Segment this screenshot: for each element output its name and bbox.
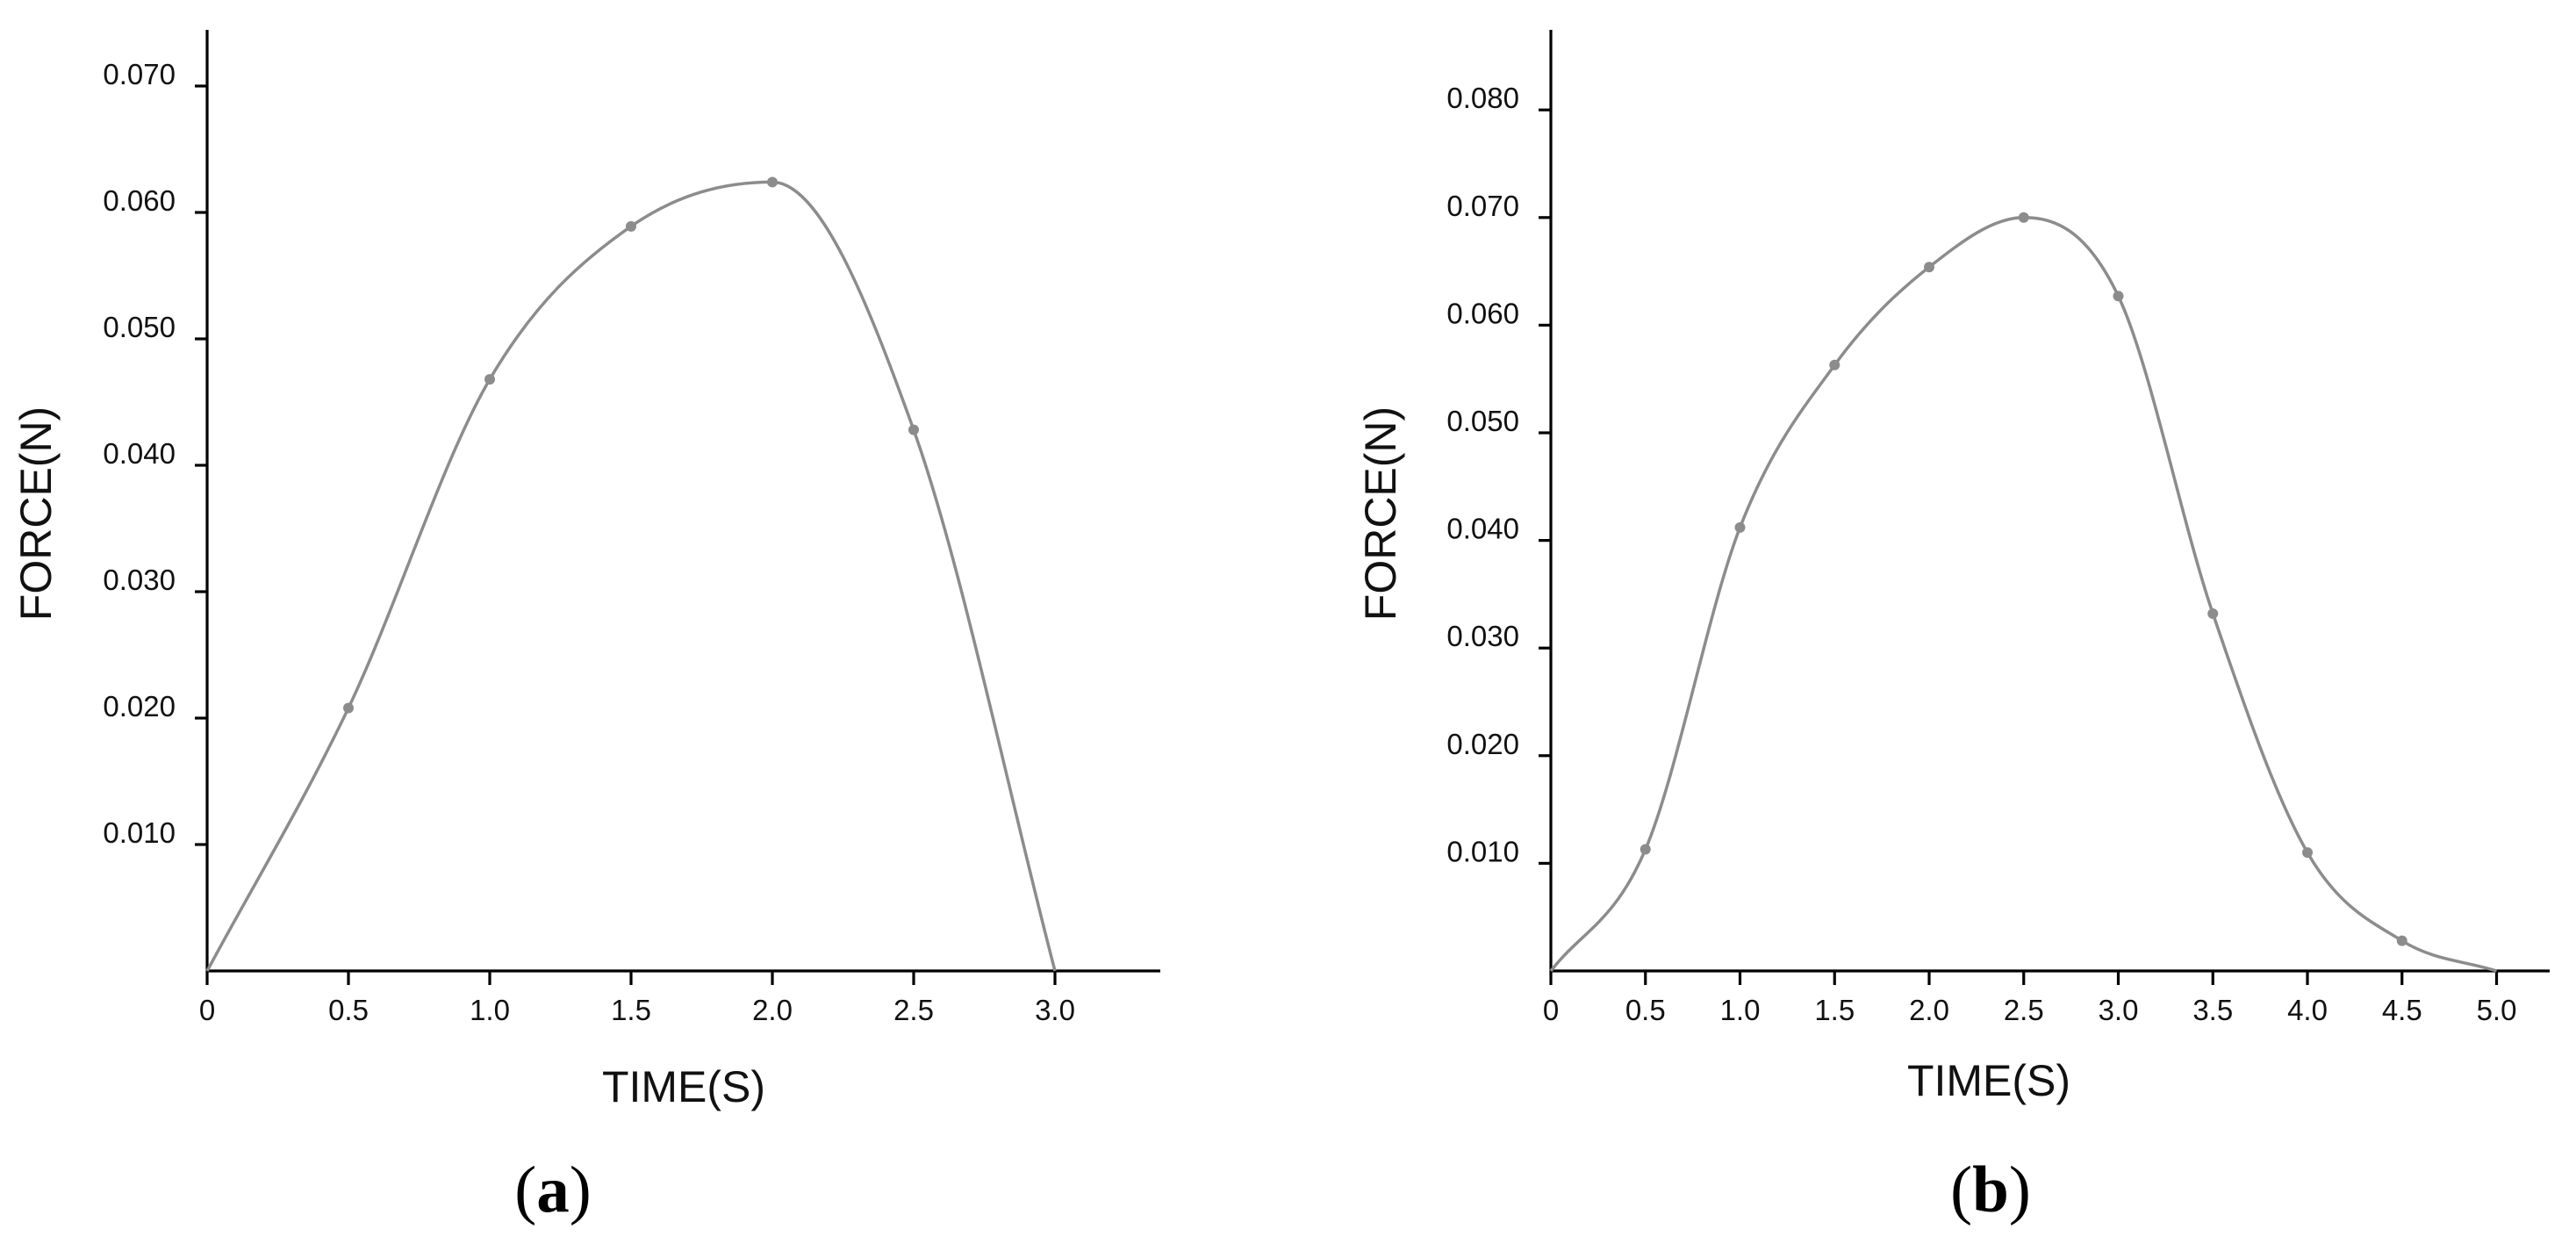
- y-tick-label: 0.050: [103, 311, 176, 343]
- data-point: [767, 176, 778, 188]
- x-axis-title: TIME(S): [1907, 1056, 2070, 1105]
- x-tick-label: 0: [199, 994, 215, 1026]
- x-tick-label: 2.0: [752, 994, 793, 1026]
- x-tick-label: 3.0: [1035, 994, 1075, 1026]
- y-tick-label: 0.060: [103, 184, 176, 217]
- data-point: [343, 702, 354, 714]
- x-tick-label: 2.0: [1909, 994, 1949, 1026]
- y-axis-title: FORCE(N): [11, 406, 61, 621]
- y-tick-label: 0.080: [1446, 82, 1519, 114]
- y-tick-label: 0.010: [103, 816, 176, 849]
- panel-caption: (b): [1950, 1154, 2031, 1226]
- y-tick-label: 0.030: [103, 564, 176, 596]
- series-line: [205, 180, 1057, 972]
- y-tick-label: 0.060: [1446, 297, 1519, 329]
- y-tick-label: 0.010: [1446, 835, 1519, 867]
- data-point: [1640, 844, 1651, 855]
- x-tick-label: 5.0: [2477, 994, 2517, 1026]
- x-tick-label: 3.5: [2192, 994, 2233, 1026]
- x-tick-label: 0: [1543, 994, 1559, 1026]
- y-tick-label: 0.070: [1446, 190, 1519, 222]
- y-axis-title: FORCE(N): [1356, 406, 1405, 621]
- x-tick-label: 1.0: [1720, 994, 1761, 1026]
- y-tick-label: 0.020: [1446, 728, 1519, 760]
- panel-b: 0 0.5 1.0 1.5 2.0 2.5 3.0 3.5 4.0 4.5 5.0 0.010 0.02…: [1356, 30, 2550, 1226]
- y-tick-label: 0.020: [103, 690, 176, 722]
- x-tick-label: 3.0: [2099, 994, 2139, 1026]
- data-point: [2018, 212, 2029, 223]
- x-axis-title: TIME(S): [602, 1062, 765, 1111]
- x-tick-label: 1.0: [470, 994, 510, 1026]
- data-point: [2207, 607, 2219, 619]
- y-tick-label: 0.040: [1446, 513, 1519, 545]
- y-tick-label: 0.030: [1446, 620, 1519, 652]
- x-tick-label: 1.5: [1814, 994, 1855, 1026]
- data-point: [2396, 935, 2407, 946]
- x-tick-label: 0.5: [328, 994, 369, 1026]
- data-point: [1924, 262, 1934, 273]
- y-tick-label: 0.050: [1446, 405, 1519, 437]
- x-tick-label: 1.5: [611, 994, 651, 1026]
- x-tick-label: 2.5: [893, 994, 934, 1026]
- panel-a: 0 0.5 1.0 1.5 2.0 2.5 3.0 0.010 0.020 0.030 0.040 0…: [11, 30, 1160, 1226]
- series-line: [1549, 216, 2498, 973]
- x-tick-label: 4.0: [2287, 994, 2328, 1026]
- data-point: [626, 220, 636, 232]
- panel-caption: (a): [514, 1154, 591, 1226]
- y-tick-label: 0.070: [103, 58, 176, 90]
- data-point: [1829, 359, 1841, 370]
- x-tick-label: 0.5: [1625, 994, 1666, 1026]
- data-point: [2113, 291, 2124, 302]
- data-point: [908, 424, 919, 435]
- data-point: [2302, 847, 2313, 859]
- y-tick-label: 0.040: [103, 437, 176, 470]
- data-point: [1734, 521, 1746, 533]
- x-tick-label: 2.5: [2004, 994, 2044, 1026]
- data-point: [484, 374, 495, 385]
- x-tick-label: 4.5: [2382, 994, 2422, 1026]
